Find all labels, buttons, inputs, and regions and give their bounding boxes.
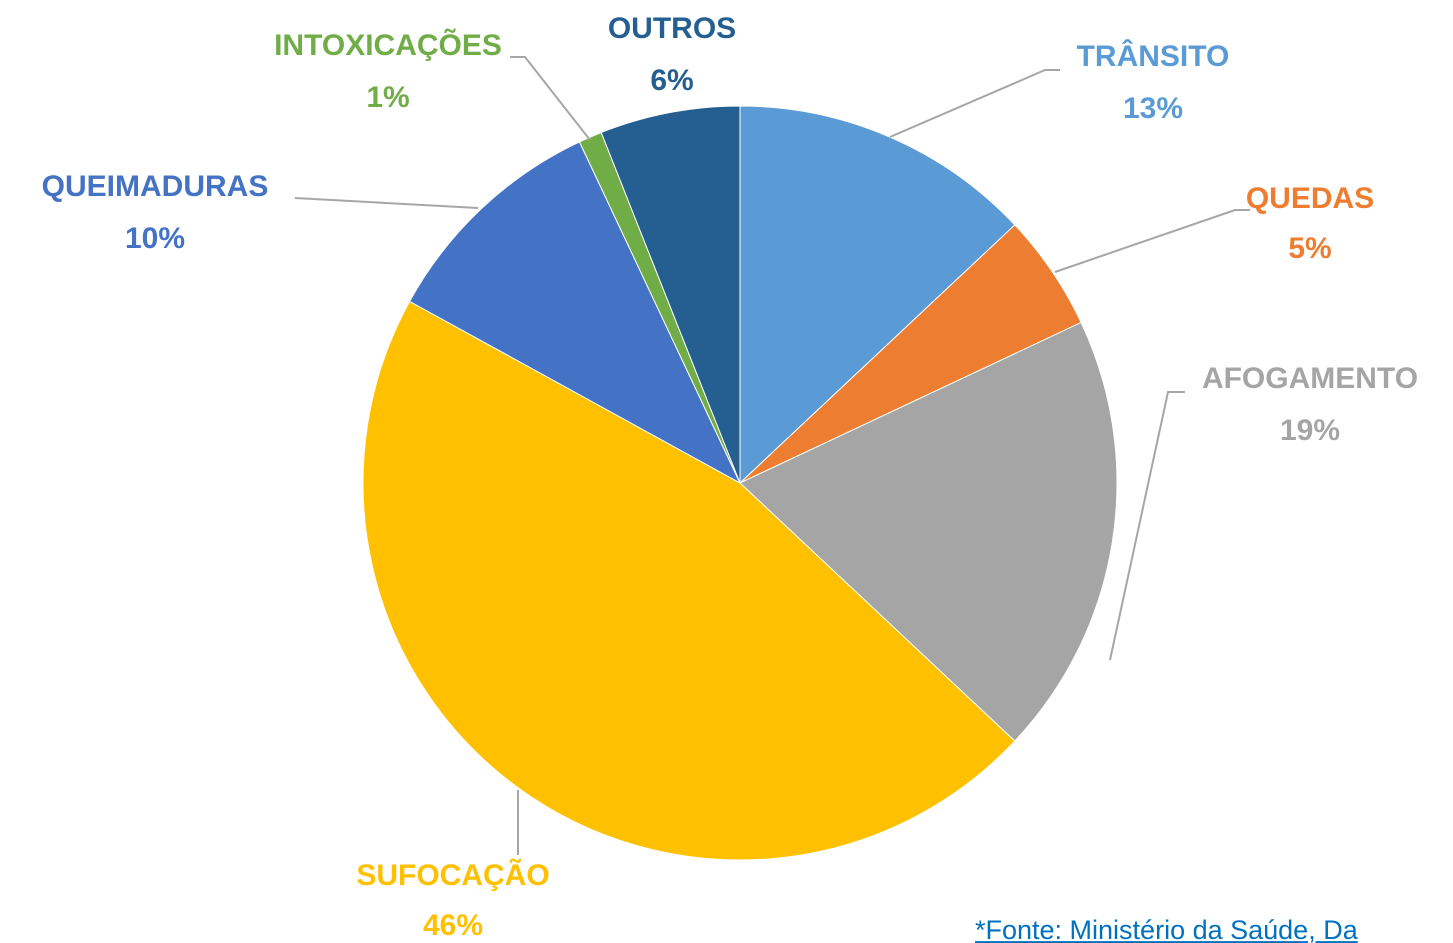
pie-slice (739, 321, 1118, 742)
slice-value-label: 13% (1123, 92, 1183, 125)
pie-slice (408, 141, 742, 485)
pie-slice (739, 105, 1016, 485)
leader-line (1054, 209, 1250, 273)
slice-label: INTOXICAÇÕES (274, 28, 502, 62)
leader-line (510, 56, 591, 141)
slice-label: OUTROS (608, 12, 736, 45)
slice-label: QUEDAS (1246, 182, 1374, 215)
slice-value-label: 46% (423, 909, 483, 942)
pie-slice (600, 105, 741, 484)
slice-label: AFOGAMENTO (1202, 362, 1418, 395)
leader-line (1109, 391, 1185, 661)
slice-value-label: 1% (366, 81, 409, 114)
slice-value-label: 6% (650, 64, 693, 97)
slice-label: QUEIMADURAS (42, 170, 269, 203)
leader-line (889, 69, 1060, 138)
slice-value-label: 5% (1288, 232, 1331, 265)
slice-label: SUFOCAÇÃO (356, 858, 549, 892)
slice-value-label: 10% (125, 222, 185, 255)
pie-slice (362, 300, 1016, 861)
slice-label: TRÂNSITO (1077, 39, 1230, 73)
leader-line (294, 197, 479, 209)
slice-value-label: 19% (1280, 414, 1340, 447)
footnote: *Fonte: Ministério da Saúde, Da (975, 915, 1359, 943)
